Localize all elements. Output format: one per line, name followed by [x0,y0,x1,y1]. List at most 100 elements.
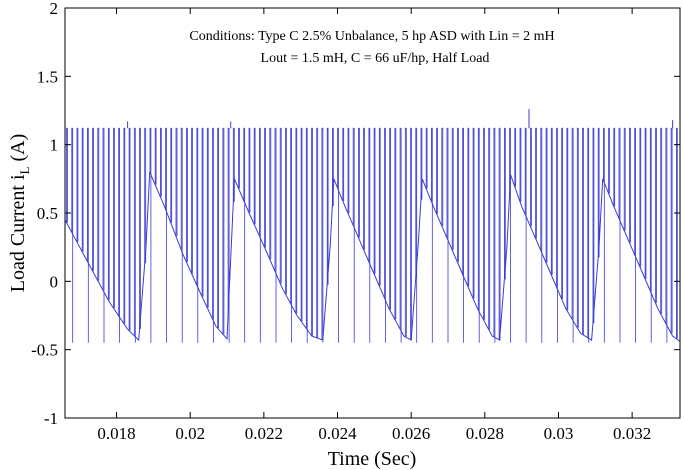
switching-pulse [660,127,663,314]
switching-pulse [404,127,407,337]
switching-pulse [196,127,199,343]
switching-pulse [394,127,397,320]
switching-pulse [133,127,136,343]
switching-pulse [415,127,418,343]
y-tick-label: 0.5 [37,204,58,223]
switching-pulse [222,127,225,335]
switching-pulse [76,127,79,243]
x-tick-label: 0.02 [175,424,205,443]
switching-pulse [556,127,558,343]
switching-pulse [545,127,548,263]
x-tick-label: 0.026 [392,424,430,443]
switching-pulse [300,127,303,322]
y-axis-label: Load Current iL (A) [7,134,32,292]
switching-pulse [352,127,355,343]
switching-pulse [582,127,584,335]
switching-pulse [269,127,272,260]
switching-pulse [472,127,475,299]
switching-pulse [420,127,423,200]
switching-pulse [384,127,386,343]
switching-pulse [316,127,319,338]
switching-pulse [368,127,371,343]
switching-pulse [227,127,230,343]
switching-pulse [488,127,491,330]
switching-pulse [446,127,449,343]
switching-pulse [571,127,574,343]
x-tick-label: 0.03 [544,424,574,443]
switching-pulse [107,127,110,301]
switching-pulse [608,127,610,194]
switching-pulse [498,127,501,340]
switching-pulse [462,127,464,343]
x-tick-labels: 0.018 0.02 0.022 0.024 0.026 0.028 0.03 0.032 [97,424,651,443]
switching-pulse [206,127,209,308]
switching-pulse [180,127,183,343]
switching-pulse [279,127,282,284]
y-tick-label: 2 [50,0,59,18]
switching-pulse [139,127,141,329]
switching-pulse [378,127,381,286]
switching-pulse [186,127,188,262]
switching-pulse [66,127,68,223]
switching-pulse [561,127,563,299]
switching-pulse [175,127,178,237]
y-tick-label: 0 [50,272,59,291]
switching-pulse [457,127,459,263]
switching-pulse [238,127,240,189]
switching-pulse [639,127,642,267]
switching-pulse [102,127,105,343]
switching-pulse [347,127,350,214]
switching-pulse [81,127,84,252]
x-tick-label: 0.024 [318,424,357,443]
x-tick-label: 0.022 [245,424,283,443]
switching-pulse [670,127,673,334]
x-tick-label: 0.028 [466,424,504,443]
switching-pulse [587,127,590,343]
switching-pulse [431,127,433,343]
y-tick-label: -0.5 [31,341,58,360]
y-tick-labels: -1 -0.5 0 0.5 1 1.5 2 [31,0,58,428]
switching-pulse [363,127,365,250]
switching-pulse [259,127,261,343]
switching-pulse [248,127,251,213]
y-axis-label-main: Load Current i [7,174,29,292]
switching-pulse [613,127,616,207]
switching-pulse [295,127,298,314]
switching-pulse [217,127,219,329]
switching-pulse [243,127,246,343]
switching-pulse [676,127,678,339]
switching-pulse [342,127,345,201]
switching-pulse [123,127,126,324]
switching-pulse [311,127,313,336]
switching-pulse [441,127,444,226]
x-tick-label: 0.018 [97,424,135,443]
annotation-line-2: Lout = 1.5 mH, C = 66 uF/hp, Half Load [261,51,490,66]
switching-pulse [160,127,162,197]
switching-pulse [71,127,74,343]
switching-pulse [524,127,527,343]
y-tick-label: -1 [44,409,58,428]
switching-pulse [467,127,470,287]
switching-pulse [540,127,543,343]
switching-pulse [530,127,532,227]
switching-pulse [514,127,517,187]
switching-pulse [425,127,428,189]
switching-pulse [592,127,595,324]
switching-pulse [118,127,120,343]
switching-pulse [285,127,287,295]
switching-pulse [504,127,506,280]
x-tick-label: 0.032 [613,424,651,443]
switching-pulse [634,127,636,343]
switching-pulse [373,127,376,274]
series-envelope [65,171,680,342]
switching-pulse [623,127,626,231]
ticks-layer [65,7,680,419]
y-axis-label-unit: (A) [7,134,29,167]
y-tick-label: 1 [50,136,59,155]
switching-pulse [144,127,147,264]
switching-pulse [629,127,631,243]
switching-pulse [451,127,454,251]
switching-pulse [597,127,600,258]
switching-pulse [410,127,412,340]
switching-pulse [154,127,157,185]
